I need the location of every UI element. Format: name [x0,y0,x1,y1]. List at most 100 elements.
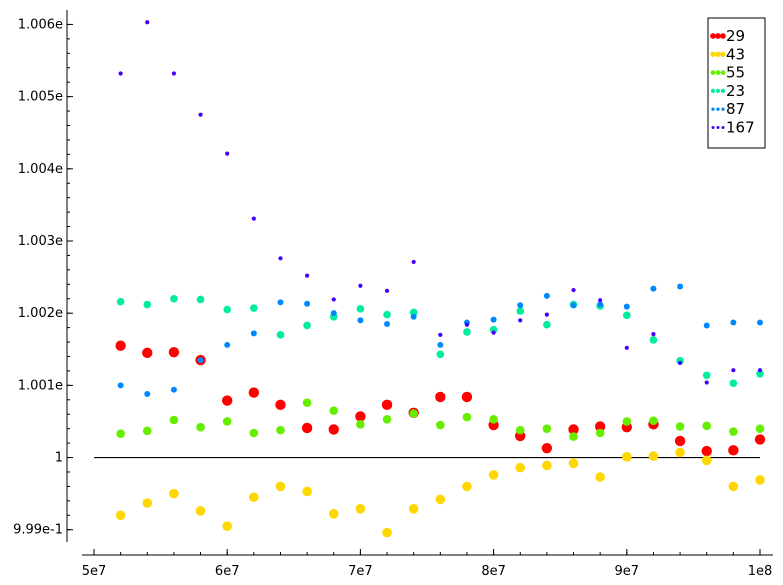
data-point [677,360,683,366]
data-point [728,445,739,456]
data-point [622,452,632,462]
legend-marker [715,51,721,57]
data-point [355,503,366,514]
data-point [437,341,444,348]
legend-marker [720,51,726,57]
data-point [409,409,418,418]
series-23 [116,294,764,387]
data-point [169,488,179,499]
data-point [224,341,231,348]
data-point [462,412,472,422]
data-point [675,447,685,458]
data-point [516,307,525,315]
data-point [275,481,286,492]
data-point [649,336,658,344]
legend-marker [716,126,720,129]
legend-marker [720,70,726,75]
data-point [382,414,392,424]
data-point [356,305,365,313]
data-point [491,330,496,335]
data-point [222,395,233,406]
data-point [595,472,605,482]
legend-item: 43 [710,45,745,63]
legend-marker [711,107,715,111]
x-tick-label: 9e7 [615,564,640,579]
data-point [701,455,712,466]
data-points [115,20,766,538]
x-tick-label: 7e7 [348,564,373,579]
data-point [703,322,710,329]
y-tick-label: 1.002e [18,306,63,321]
data-point [170,386,177,393]
data-point [116,297,125,306]
data-point [675,422,685,431]
axes: 9.99e-1 1 1.001e 1.002e 1.003e 1.004e 1.005e 1.… [13,10,773,579]
data-point [142,347,153,359]
data-point [142,498,153,508]
legend-marker [715,70,721,75]
data-point [543,292,550,299]
data-point [383,310,391,319]
data-point [251,216,256,221]
data-point [357,317,364,324]
data-point [170,294,178,303]
data-point [515,425,525,435]
data-point [490,316,497,323]
data-point [331,297,336,302]
data-point [623,303,630,310]
y-tick-label: 1.006e [18,17,63,32]
series-87 [117,283,763,398]
data-point [115,510,126,521]
data-point [461,391,473,403]
data-point [568,458,579,469]
legend-marker [720,33,726,39]
data-point [301,422,313,434]
data-point [302,398,312,407]
data-point [754,434,766,445]
data-point [464,322,470,327]
legend-marker [715,88,721,93]
data-point [755,475,765,485]
data-point [648,451,659,461]
data-point [381,399,393,411]
data-point [116,429,125,439]
legend-label: 167 [726,119,755,137]
data-point [250,304,258,312]
legend-marker [720,88,726,93]
data-point [435,494,446,505]
data-point [382,527,392,538]
data-point [115,340,126,351]
data-point [145,20,150,25]
series-43 [115,447,765,538]
data-point [598,298,603,303]
y-tick-label: 1.003e [18,234,63,249]
data-point [225,151,230,156]
legend-label: 87 [726,100,745,118]
data-point [489,414,498,424]
data-point [704,380,709,385]
data-point [541,442,553,454]
data-point [570,302,577,309]
data-point [304,300,311,307]
x-tick-label: 8e7 [481,564,506,579]
data-point [330,310,337,317]
legend-label: 43 [726,45,745,63]
data-point [728,481,739,492]
data-point [276,425,285,435]
data-point [544,312,549,317]
data-point [622,417,632,426]
data-point [757,319,763,326]
data-point [594,421,606,432]
data-point [702,371,711,380]
data-point [542,424,552,433]
data-point [568,424,579,435]
data-point [757,368,763,373]
data-point [198,112,203,117]
data-point [649,416,658,426]
data-point [196,422,205,432]
legend-label: 55 [726,64,745,82]
series-167 [118,20,763,385]
legend-marker [711,126,715,129]
x-tick-label: 6e7 [215,564,240,579]
